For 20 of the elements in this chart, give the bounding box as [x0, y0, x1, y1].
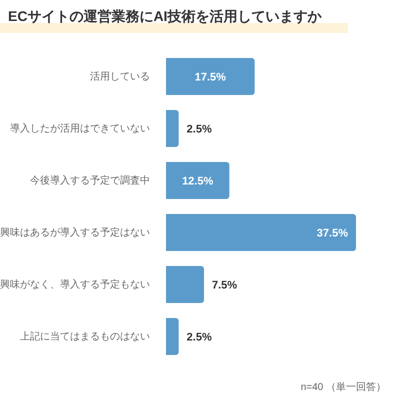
y-tick-label: 導入したが活用はできていない: [10, 122, 150, 135]
data-label: 37.5%: [316, 227, 348, 240]
bar: [166, 318, 179, 355]
data-label: 12.5%: [182, 175, 214, 188]
bar: [166, 110, 179, 147]
data-label: 2.5%: [186, 123, 212, 136]
data-label: 17.5%: [194, 71, 226, 84]
data-label: 2.5%: [186, 331, 212, 344]
text: n=40 （単一回答）: [300, 382, 386, 393]
bar: [166, 162, 230, 199]
bar: [166, 266, 204, 303]
y-tick-label: 今後導入する予定で調査中: [30, 174, 150, 187]
y-tick-label: 活用している: [90, 70, 150, 83]
y-tick-label: 興味はあるが導入する予定はない: [0, 226, 150, 239]
y-tick-label: 興味がなく、導入する予定もない: [0, 278, 150, 291]
chart-title: ECサイトの運営業務にAI技術を活用していますか: [8, 8, 322, 24]
bar: [166, 58, 255, 95]
data-label: 7.5%: [212, 279, 238, 292]
y-tick-label: 上記に当てはまるものはない: [20, 330, 150, 343]
bar: [166, 214, 356, 251]
